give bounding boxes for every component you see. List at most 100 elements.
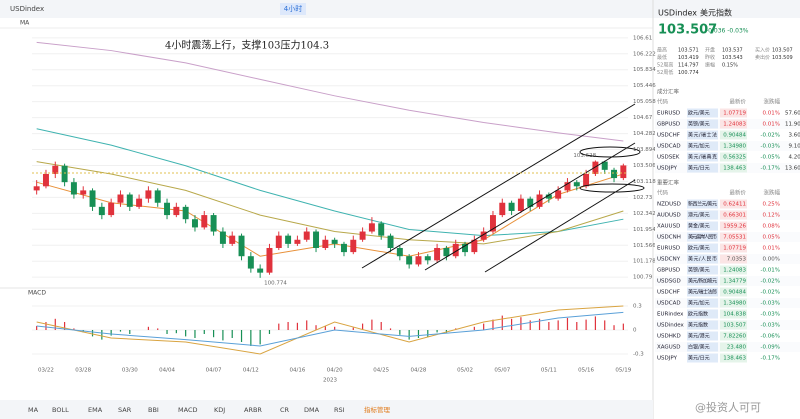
row-change: 0.08% xyxy=(763,224,780,230)
macd-bar xyxy=(557,320,559,330)
indicator-tab[interactable]: MACD xyxy=(178,406,197,414)
price-bg xyxy=(720,152,747,162)
row-price: 1.34779 xyxy=(723,279,746,285)
active-period[interactable]: 4小时 xyxy=(284,4,302,13)
price-bg xyxy=(720,320,747,330)
x-axis-label: 2023 xyxy=(323,378,337,384)
macd-bar xyxy=(54,318,56,330)
indicator-tab[interactable]: RSI xyxy=(334,406,345,414)
candle-body xyxy=(415,256,422,265)
candle-body xyxy=(275,235,282,248)
row-code[interactable]: USDCHF xyxy=(657,290,680,296)
row-code[interactable]: USDJPY xyxy=(657,356,678,362)
macd-bar xyxy=(101,330,103,340)
row-name: 黄金/美元 xyxy=(688,223,710,230)
macd-bar xyxy=(129,330,131,334)
indicator-tab[interactable]: CR xyxy=(280,406,290,414)
indicator-tab[interactable]: 指标管理 xyxy=(364,405,391,414)
table-header: 最新价 xyxy=(729,189,746,197)
macd-bar xyxy=(585,319,587,330)
row-code[interactable]: USDCNH xyxy=(657,235,681,241)
name-bg xyxy=(687,298,718,308)
candle-body xyxy=(443,247,450,257)
y-tick-label: 106.222 xyxy=(633,51,656,57)
name-bg xyxy=(687,141,718,151)
candle-body xyxy=(359,231,366,240)
row-code[interactable]: USDSGD xyxy=(657,279,681,285)
macd-bar xyxy=(352,327,354,330)
candle-body xyxy=(406,256,413,265)
row-code[interactable]: USDCNY xyxy=(657,257,681,263)
candle-body xyxy=(173,206,180,216)
stat-label: 卖出价 xyxy=(755,54,770,61)
stat-value: 100.774 xyxy=(678,70,699,76)
candle-body xyxy=(164,202,171,216)
row-name: 美元/离岸人民币 xyxy=(688,234,717,241)
indicator-tab[interactable]: BOLL xyxy=(52,406,69,414)
indicator-tab[interactable]: EMA xyxy=(88,406,103,414)
quote-change: -0.036 -0.03% xyxy=(706,28,749,35)
y-tick-label: 0.3 xyxy=(633,304,642,310)
row-code[interactable]: XAGUSD xyxy=(657,345,680,351)
macd-bar xyxy=(408,330,410,340)
row-code[interactable]: AUDUSD xyxy=(657,213,681,219)
toolbar-symbol[interactable]: USDindex xyxy=(10,5,44,13)
stat-value: 103.507 xyxy=(772,48,793,54)
x-tick-label: 05/19 xyxy=(615,368,631,374)
row-code[interactable]: USDCHF xyxy=(657,133,680,139)
row-change: -0.03% xyxy=(761,301,780,307)
macd-line xyxy=(36,305,624,355)
indicator-tab[interactable]: SAR xyxy=(118,406,132,414)
name-bg xyxy=(687,265,718,275)
row-code[interactable]: EURUSD xyxy=(657,246,680,252)
indicator-tab[interactable]: BBI xyxy=(148,406,159,414)
y-tick-label: 105.058 xyxy=(633,99,656,105)
row-name: 美元/港元 xyxy=(688,333,710,340)
macd-bar xyxy=(417,330,420,338)
row-code[interactable]: GBPUSD xyxy=(657,122,680,128)
indicator-tab[interactable]: DMA xyxy=(304,406,320,414)
candle-body xyxy=(480,231,487,240)
candle-body xyxy=(396,247,403,257)
table-header: 代码 xyxy=(657,189,669,197)
name-bg xyxy=(687,221,718,231)
row-code[interactable]: EURindex xyxy=(657,312,684,318)
candle-body xyxy=(368,223,375,232)
x-tick-label: 03/22 xyxy=(38,368,54,374)
stat-label: 最高 xyxy=(657,47,667,54)
row-code[interactable]: USDCAD xyxy=(657,301,681,307)
row-code[interactable]: USDHKD xyxy=(657,334,681,340)
price-bg xyxy=(720,199,747,209)
row-code[interactable]: USDSEK xyxy=(657,155,680,161)
y-tick-label: 104.282 xyxy=(633,131,656,137)
macd-bar xyxy=(119,330,122,332)
row-name: 美元/新加坡元 xyxy=(688,278,717,285)
macd-bar xyxy=(594,316,597,330)
row-name: 美元/人民币 xyxy=(688,256,717,263)
row-code[interactable]: XAUUSD xyxy=(657,224,680,230)
macd-bar xyxy=(427,330,429,338)
row-name: 美元/加元 xyxy=(688,300,710,307)
row-price: 1.34980 xyxy=(723,144,746,150)
row-name: 英镑/美元 xyxy=(688,121,710,128)
row-change: -0.17% xyxy=(761,356,780,362)
indicator-tab[interactable]: ARBR xyxy=(244,406,262,414)
row-code[interactable]: USDindex xyxy=(657,323,685,329)
row-code[interactable]: USDJPY xyxy=(657,166,678,172)
macd-bar xyxy=(361,323,364,330)
row-code[interactable]: NZDUSD xyxy=(657,202,681,208)
candle-body xyxy=(303,231,310,240)
indicator-tab[interactable]: MA xyxy=(28,406,39,414)
row-code[interactable]: EURUSD xyxy=(657,111,680,117)
row-price: 1.07719 xyxy=(723,246,746,252)
macd-bar xyxy=(194,330,196,338)
table-header: 最新价 xyxy=(729,98,746,106)
macd-bar xyxy=(399,330,401,335)
x-tick-label: 04/25 xyxy=(373,368,389,374)
indicator-tab[interactable]: KDJ xyxy=(214,406,225,414)
row-name: 美元/日元 xyxy=(688,355,710,362)
row-price: 1.07719 xyxy=(723,111,746,117)
row-code[interactable]: USDCAD xyxy=(657,144,681,150)
row-code[interactable]: GBPUSD xyxy=(657,268,680,274)
